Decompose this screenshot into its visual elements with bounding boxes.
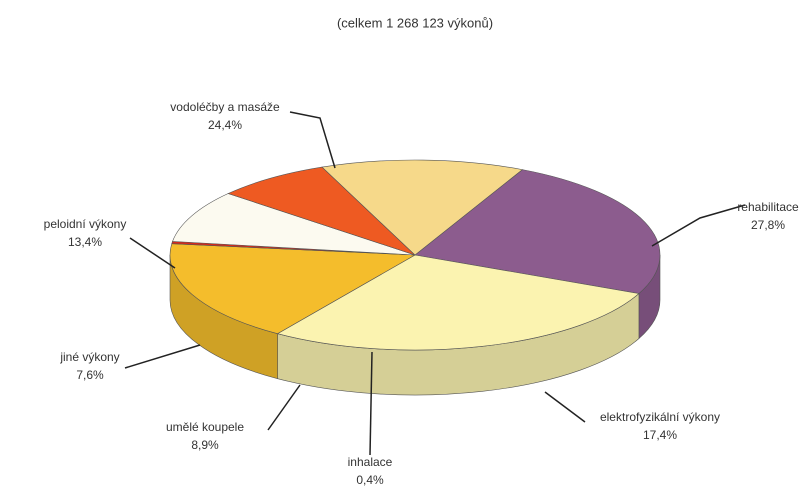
slice bbox=[321, 159, 524, 256]
labels: vodoléčby a masáže 24,4% rehabilitace 27,8%… bbox=[44, 100, 799, 487]
slice-label: peloidní výkony bbox=[44, 217, 127, 231]
slice-label: jiné výkony bbox=[59, 350, 119, 364]
slice-label: rehabilitace bbox=[737, 200, 799, 214]
leader-line bbox=[289, 111, 336, 169]
slice-value: 8,9% bbox=[191, 438, 219, 452]
slice bbox=[414, 169, 661, 294]
slice bbox=[276, 254, 640, 351]
slice bbox=[169, 243, 417, 334]
leader-line bbox=[129, 237, 176, 269]
leader-line bbox=[267, 384, 301, 431]
slice bbox=[227, 166, 416, 256]
slice bbox=[172, 193, 416, 256]
leader-line bbox=[369, 351, 373, 456]
slice-value: 13,4% bbox=[68, 235, 102, 249]
slice-value: 27,8% bbox=[751, 218, 785, 232]
slice-label: elektrofyzikální výkony bbox=[600, 410, 720, 424]
chart-title: (celkem 1 268 123 výkonů) bbox=[337, 15, 493, 30]
slice-value: 17,4% bbox=[643, 428, 677, 442]
leader-line bbox=[544, 391, 586, 423]
slice-label: umělé koupele bbox=[166, 420, 244, 434]
slice-label: inhalace bbox=[348, 455, 393, 469]
slice-value: 0,4% bbox=[356, 473, 384, 487]
leader-line bbox=[124, 344, 201, 369]
slice-label: vodoléčby a masáže bbox=[170, 100, 280, 114]
leader-line bbox=[651, 204, 746, 247]
slice-value: 7,6% bbox=[76, 368, 104, 382]
pie bbox=[169, 159, 661, 396]
slice-value: 24,4% bbox=[208, 118, 242, 132]
